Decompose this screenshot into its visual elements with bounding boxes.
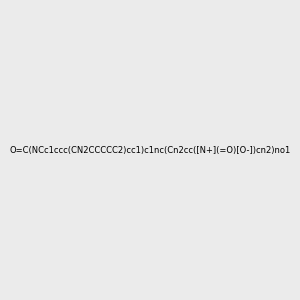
Text: O=C(NCc1ccc(CN2CCCCC2)cc1)c1nc(Cn2cc([N+](=O)[O-])cn2)no1: O=C(NCc1ccc(CN2CCCCC2)cc1)c1nc(Cn2cc([N+…	[9, 146, 291, 154]
